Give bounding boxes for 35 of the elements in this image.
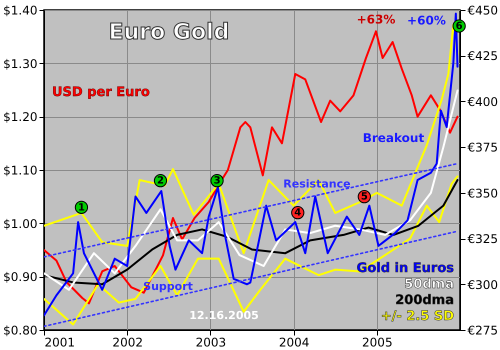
annotation: 5: [360, 192, 368, 203]
text: 50dma: [404, 277, 454, 292]
y2-tick-label: €425: [468, 49, 498, 64]
y2-tick-label: €375: [468, 140, 498, 155]
x-tick-label: 2005: [362, 336, 393, 350]
y-tick-label: $1.10: [3, 164, 38, 178]
y2-tick-label: €325: [468, 232, 498, 246]
y-tick-label: $1.20: [3, 110, 38, 124]
text: Euro Gold: [108, 20, 230, 45]
annotation: 12.16.2005: [189, 309, 259, 322]
y-tick-label: $0.90: [3, 270, 38, 284]
x-tick-label: 2003: [196, 336, 226, 350]
text: +/- 2.5 SD: [380, 309, 454, 324]
annotation: 1: [78, 202, 85, 214]
y-tick-label: $0.80: [3, 324, 38, 338]
annotation: 6: [456, 21, 463, 32]
annotation: Breakout: [362, 131, 424, 145]
y-tick-label: $1.00: [3, 216, 38, 231]
x-tick-label: 2004: [278, 336, 310, 350]
y-tick-label: $1.40: [3, 4, 38, 18]
text: 200dma: [395, 293, 454, 308]
annotation: 2: [156, 176, 164, 187]
y2-tick-label: €275: [468, 324, 498, 338]
y2-tick-label: €450: [468, 4, 498, 18]
y2-tick-label: €350: [468, 186, 498, 200]
y2-tick-label: €400: [468, 94, 498, 109]
annotation: +63%: [356, 12, 396, 27]
x-tick-label: 2002: [112, 336, 143, 350]
y2-tick-label: €300: [468, 278, 498, 292]
x-tick-label: 2001: [44, 336, 76, 350]
annotation: 3: [214, 176, 221, 187]
annotation: 4: [294, 208, 302, 219]
text: USD per Euro: [52, 85, 150, 100]
y-tick-label: $1.30: [3, 56, 38, 71]
annotation: +60%: [407, 14, 446, 28]
